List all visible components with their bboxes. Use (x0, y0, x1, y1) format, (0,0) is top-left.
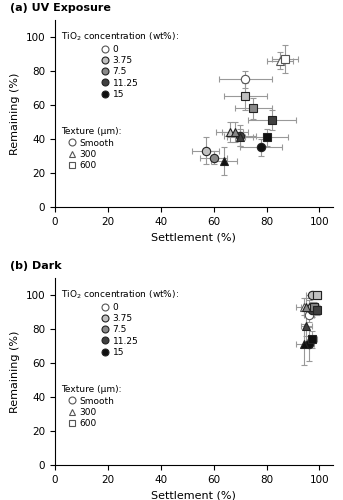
Text: (a) UV Exposure: (a) UV Exposure (10, 2, 111, 12)
Legend: Smooth, 300, 600: Smooth, 300, 600 (59, 384, 123, 430)
Legend: Smooth, 300, 600: Smooth, 300, 600 (59, 126, 123, 172)
X-axis label: Settlement (%): Settlement (%) (151, 490, 236, 500)
Text: (b) Dark: (b) Dark (10, 260, 62, 270)
Y-axis label: Remaining (%): Remaining (%) (10, 330, 20, 412)
X-axis label: Settlement (%): Settlement (%) (151, 232, 236, 242)
Y-axis label: Remaining (%): Remaining (%) (10, 72, 20, 154)
